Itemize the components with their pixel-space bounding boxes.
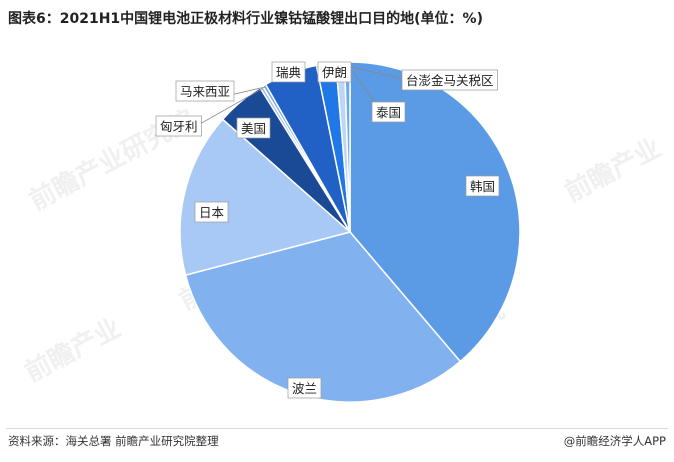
slice-label: 匈牙利	[160, 119, 198, 134]
slice-label-box	[465, 175, 500, 197]
slice-label: 泰国	[376, 105, 401, 120]
slice-label-box	[194, 201, 229, 223]
slice-label: 韩国	[470, 179, 495, 194]
slice-label-box	[371, 101, 406, 123]
chart-title: 图表6：2021H1中国锂电池正极材料行业镍钴锰酸锂出口目的地(单位：%)	[8, 11, 483, 27]
slice-label: 台澎金马关税区	[406, 73, 494, 88]
slice-label: 波兰	[292, 381, 317, 396]
slice-label-box	[287, 377, 322, 399]
slice-label: 伊朗	[322, 65, 347, 80]
pie-slices	[179, 61, 521, 403]
slice-label-box	[175, 80, 235, 102]
slice-label: 瑞典	[276, 65, 301, 80]
slice-label: 日本	[199, 205, 225, 220]
slice-label-box	[401, 69, 498, 91]
brand-credit: @前瞻经济学人APP	[563, 434, 666, 448]
slice-label: 美国	[241, 121, 266, 136]
slice-label-box	[155, 115, 202, 137]
slice-label-box	[317, 61, 352, 83]
footer-divider	[6, 428, 668, 429]
pie-slice	[179, 118, 352, 277]
source-note: 资料来源：海关总署 前瞻产业研究院整理	[8, 434, 219, 448]
slice-label-box	[236, 117, 271, 139]
slice-label-box	[271, 61, 306, 83]
slice-label: 马来西亚	[180, 84, 230, 99]
